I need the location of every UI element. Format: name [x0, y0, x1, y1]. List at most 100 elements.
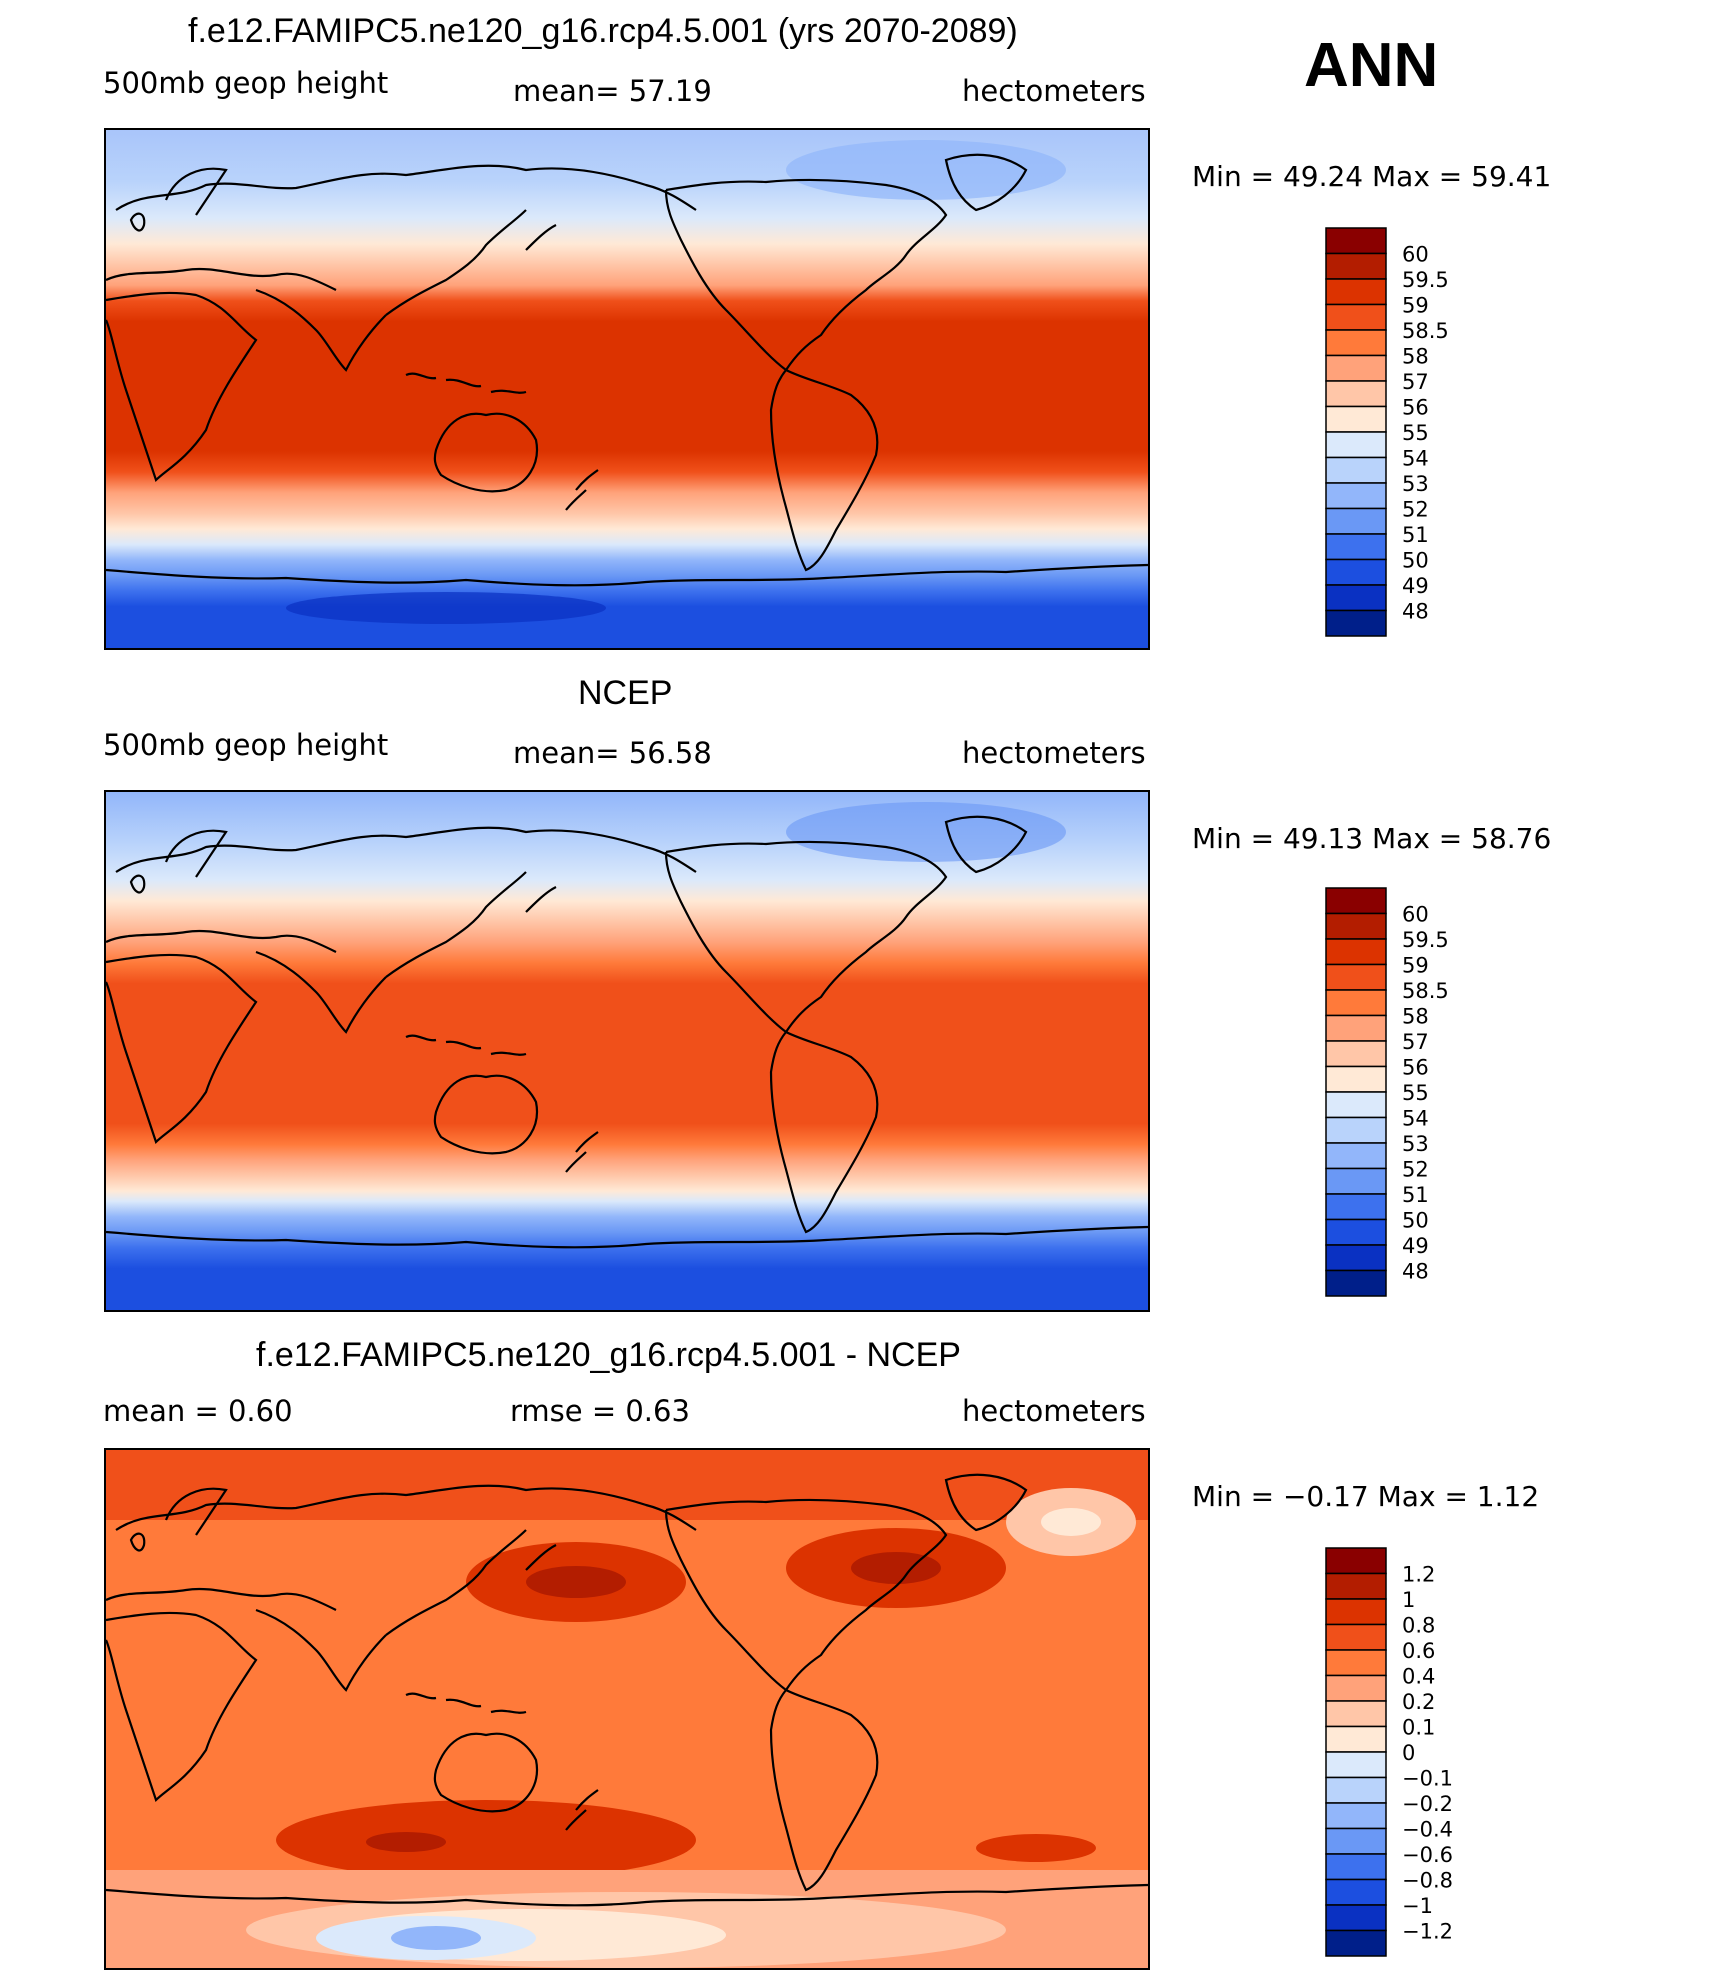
colorbar-swatch — [1325, 1751, 1387, 1779]
colorbar-swatch — [1325, 227, 1387, 255]
colorbar-swatch — [1325, 1802, 1387, 1830]
colorbar-swatch — [1325, 1674, 1387, 1702]
colorbar-swatch — [1325, 507, 1387, 535]
colorbar-swatch — [1325, 1167, 1387, 1195]
colorbar-label: 60 — [1402, 243, 1429, 267]
colorbar-swatch — [1325, 1776, 1387, 1804]
colorbar-swatch — [1325, 938, 1387, 966]
colorbar-label: 49 — [1402, 1234, 1429, 1258]
colorbar-label: −0.1 — [1402, 1767, 1453, 1791]
panel2-minmax: Min = 49.13 Max = 58.76 — [1192, 822, 1552, 855]
colorbar-label: −1 — [1402, 1894, 1433, 1918]
colorbar-label: 54 — [1402, 447, 1429, 471]
colorbar-label: 0.4 — [1402, 1665, 1435, 1689]
colorbar-swatch — [1325, 912, 1387, 940]
colorbar-swatch — [1325, 1904, 1387, 1932]
colorbar-swatch — [1325, 1827, 1387, 1855]
panel2-field — [106, 792, 1148, 1310]
colorbar-swatch — [1325, 1244, 1387, 1272]
colorbar-swatch — [1325, 1269, 1387, 1297]
colorbar-label: 0 — [1402, 1741, 1415, 1765]
colorbar-swatch — [1325, 380, 1387, 408]
colorbar-swatch — [1325, 1142, 1387, 1170]
colorbar-swatch — [1325, 989, 1387, 1017]
panel1-colorbar: 60 59.5 59 58.5 58 57 56 55 54 53 52 51 50 49 48 — [1325, 227, 1486, 642]
colorbar-label: 58.5 — [1402, 319, 1449, 343]
colorbar-swatch — [1325, 431, 1387, 459]
colorbar-swatch — [1325, 252, 1387, 280]
colorbar-label: 51 — [1402, 523, 1429, 547]
panel2-units-label: hectometers — [962, 736, 1146, 770]
colorbar-swatch — [1325, 1700, 1387, 1728]
colorbar-swatch — [1325, 558, 1387, 586]
colorbar-label: −0.6 — [1402, 1843, 1453, 1867]
colorbar-label: 49 — [1402, 574, 1429, 598]
colorbar-swatch — [1325, 1547, 1387, 1575]
colorbar-swatch — [1325, 1598, 1387, 1626]
colorbar-swatch — [1325, 1116, 1387, 1144]
panel2-map — [104, 790, 1150, 1312]
panel3-mean-label: mean = 0.60 — [103, 1394, 293, 1428]
season-label: ANN — [1304, 31, 1439, 100]
colorbar-swatch — [1325, 1623, 1387, 1651]
colorbar-label: 55 — [1402, 1081, 1429, 1105]
colorbar-swatch — [1325, 329, 1387, 357]
colorbar-label: 59.5 — [1402, 928, 1449, 952]
colorbar-label: 50 — [1402, 549, 1429, 573]
colorbar-label: 53 — [1402, 472, 1429, 496]
colorbar-label: 58.5 — [1402, 979, 1449, 1003]
colorbar-label: 52 — [1402, 498, 1429, 522]
colorbar-label: 58 — [1402, 345, 1429, 369]
panel1-arctic-cold — [786, 140, 1066, 200]
panel2-colorbar: 60 59.5 59 58.5 58 57 56 55 54 53 52 51 50 49 48 — [1325, 887, 1486, 1302]
panel2-title: NCEP — [578, 674, 673, 712]
colorbar-label: −0.2 — [1402, 1792, 1453, 1816]
colorbar-swatch — [1325, 1878, 1387, 1906]
colorbar-label: 59 — [1402, 294, 1429, 318]
colorbar-label: 0.6 — [1402, 1639, 1435, 1663]
colorbar-swatch — [1325, 584, 1387, 612]
panel2-arctic-cold — [786, 802, 1066, 862]
colorbar-label: 54 — [1402, 1107, 1429, 1131]
colorbar-label: −1.2 — [1402, 1920, 1453, 1944]
panel1-title: f.e12.FAMIPC5.ne120_g16.rcp4.5.001 (yrs … — [188, 12, 1018, 50]
panel1-antarctic-low — [286, 592, 606, 624]
colorbar-swatch — [1325, 1853, 1387, 1881]
colorbar-swatch — [1325, 1193, 1387, 1221]
colorbar-swatch — [1325, 609, 1387, 637]
colorbar-swatch — [1325, 1572, 1387, 1600]
colorbar-label: 1 — [1402, 1588, 1415, 1612]
colorbar-swatch — [1325, 963, 1387, 991]
panel3-units-label: hectometers — [962, 1394, 1146, 1428]
colorbar-label: 50 — [1402, 1209, 1429, 1233]
colorbar-label: 57 — [1402, 370, 1429, 394]
panel3-title: f.e12.FAMIPC5.ne120_g16.rcp4.5.001 - NCE… — [256, 1336, 961, 1374]
colorbar-label: 56 — [1402, 396, 1429, 420]
colorbar-label: 58 — [1402, 1005, 1429, 1029]
colorbar-swatch — [1325, 1725, 1387, 1753]
colorbar-label: −0.4 — [1402, 1818, 1453, 1842]
colorbar-swatch — [1325, 278, 1387, 306]
panel1-units-label: hectometers — [962, 74, 1146, 108]
colorbar-label: 60 — [1402, 903, 1429, 927]
colorbar-swatch — [1325, 482, 1387, 510]
colorbar-label: 0.1 — [1402, 1716, 1435, 1740]
colorbar-label: 57 — [1402, 1030, 1429, 1054]
panel3-minmax: Min = −0.17 Max = 1.12 — [1192, 1480, 1540, 1513]
panel1-variable-label: 500mb geop height — [103, 66, 389, 100]
colorbar-label: 59.5 — [1402, 268, 1449, 292]
panel1-minmax: Min = 49.24 Max = 59.41 — [1192, 160, 1552, 193]
colorbar-swatch — [1325, 354, 1387, 382]
colorbar-swatch — [1325, 1014, 1387, 1042]
colorbar-label: 48 — [1402, 600, 1429, 624]
colorbar-swatch — [1325, 303, 1387, 331]
panel2-variable-label: 500mb geop height — [103, 728, 389, 762]
colorbar-label: 59 — [1402, 954, 1429, 978]
panel3-southern-max — [276, 1800, 696, 1880]
panel3-map — [104, 1448, 1150, 1970]
panel1-mean-label: mean= 57.19 — [513, 74, 712, 108]
colorbar-label: 0.8 — [1402, 1614, 1435, 1638]
colorbar-label: 51 — [1402, 1183, 1429, 1207]
colorbar-label: 1.2 — [1402, 1563, 1435, 1587]
